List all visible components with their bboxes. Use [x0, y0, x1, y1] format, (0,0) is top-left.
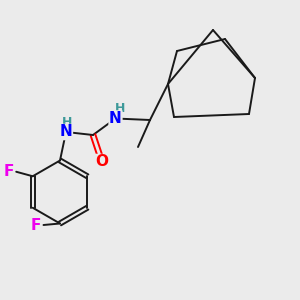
- Text: F: F: [4, 164, 14, 179]
- Text: H: H: [62, 116, 73, 129]
- Text: N: N: [60, 124, 72, 140]
- Text: H: H: [115, 102, 125, 116]
- Text: F: F: [31, 218, 41, 232]
- Text: O: O: [95, 154, 109, 169]
- Text: N: N: [109, 111, 122, 126]
